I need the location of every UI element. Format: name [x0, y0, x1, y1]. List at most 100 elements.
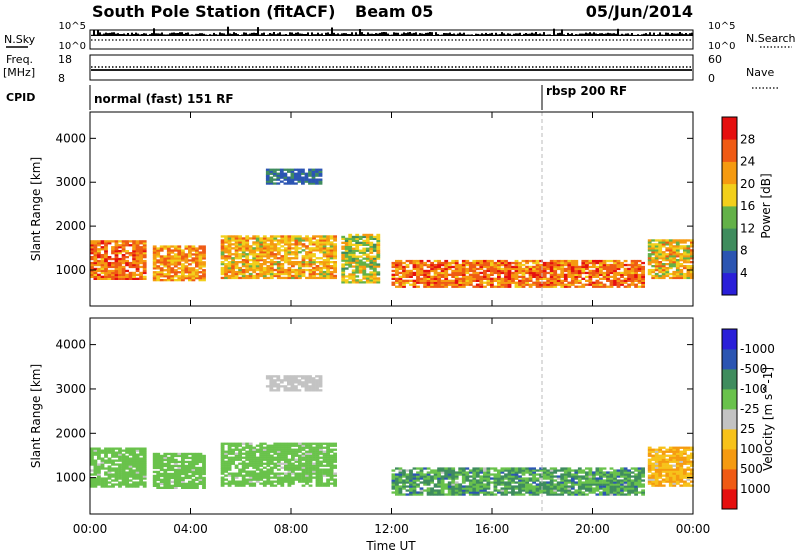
range-gate-cell	[507, 475, 512, 478]
range-gate-cell	[93, 271, 98, 275]
range-gate-cell	[391, 483, 396, 486]
range-gate-cell	[465, 281, 470, 284]
range-gate-cell	[202, 277, 206, 280]
range-gate-cell	[142, 261, 147, 265]
range-gate-cell	[348, 257, 353, 260]
range-gate-cell	[308, 263, 313, 266]
range-gate-cell	[658, 243, 663, 246]
nsky-bar	[509, 33, 511, 36]
range-gate-cell	[592, 275, 596, 278]
range-gate-cell	[181, 460, 185, 464]
range-gate-cell	[114, 256, 119, 259]
nsky-bar	[623, 34, 625, 36]
range-gate-cell	[100, 277, 105, 280]
range-gate-cell	[690, 261, 694, 264]
range-gate-cell	[276, 482, 281, 485]
range-gate-cell	[118, 457, 122, 460]
range-gate-cell	[308, 243, 313, 246]
range-gate-cell	[322, 442, 327, 445]
range-gate-cell	[107, 271, 112, 275]
range-gate-cell	[333, 458, 337, 461]
range-gate-cell	[556, 263, 561, 267]
range-gate-cell	[280, 444, 285, 447]
range-gate-cell	[430, 281, 434, 284]
range-gate-cell	[395, 483, 399, 486]
range-gate-cell	[395, 261, 399, 265]
range-gate-cell	[465, 279, 470, 282]
power-y-axis-label: Slant Range [km]	[29, 157, 43, 261]
range-gate-cell	[444, 265, 449, 269]
range-gate-cell	[433, 493, 438, 496]
nsky-bar	[93, 30, 95, 36]
range-gate-cell	[376, 263, 381, 266]
range-gate-cell	[290, 178, 295, 181]
range-gate-cell	[283, 377, 288, 380]
range-gate-cell	[266, 460, 271, 463]
range-gate-cell	[318, 172, 323, 175]
range-gate-cell	[125, 449, 129, 452]
range-gate-cell	[290, 182, 295, 185]
range-gate-cell	[658, 274, 663, 278]
range-gate-cell	[616, 285, 621, 288]
range-gate-cell	[166, 261, 171, 264]
range-gate-cell	[412, 487, 417, 490]
range-gate-cell	[301, 474, 306, 477]
range-gate-cell	[177, 249, 182, 252]
range-gate-cell	[454, 281, 459, 284]
range-gate-cell	[426, 263, 431, 267]
range-gate-cell	[97, 465, 101, 468]
range-gate-cell	[616, 489, 621, 492]
range-gate-cell	[319, 266, 323, 270]
range-gate-cell	[272, 375, 277, 378]
range-gate-cell	[90, 463, 94, 466]
range-gate-cell	[231, 480, 235, 483]
range-gate-cell	[483, 271, 487, 275]
range-gate-cell	[490, 277, 494, 280]
range-gate-cell	[592, 269, 596, 273]
range-gate-cell	[114, 261, 119, 265]
range-gate-cell	[623, 475, 628, 478]
range-gate-cell	[454, 271, 459, 275]
range-gate-cell	[595, 493, 600, 496]
range-gate-cell	[252, 270, 257, 274]
range-gate-cell	[574, 475, 579, 478]
range-gate-cell	[248, 470, 253, 473]
range-gate-cell	[132, 242, 136, 245]
range-gate-cell	[581, 485, 586, 488]
range-gate-cell	[269, 462, 274, 465]
range-gate-cell	[665, 466, 670, 469]
range-gate-cell	[574, 483, 579, 486]
range-gate-cell	[461, 493, 466, 496]
range-gate-cell	[461, 467, 466, 470]
range-gate-cell	[308, 178, 312, 181]
range-gate-cell	[90, 477, 94, 480]
range-gate-cell	[104, 471, 108, 474]
nsky-bar	[319, 34, 321, 36]
range-gate-cell	[402, 273, 406, 276]
range-gate-cell	[675, 259, 680, 262]
range-gate-cell	[679, 241, 684, 244]
range-gate-cell	[433, 477, 438, 480]
range-gate-cell	[198, 247, 203, 250]
range-gate-cell	[560, 475, 565, 478]
y-tick-label: 4000	[55, 131, 86, 145]
range-gate-cell	[553, 263, 558, 267]
range-gate-cell	[542, 285, 547, 288]
range-gate-cell	[574, 477, 579, 480]
range-gate-cell	[90, 271, 94, 275]
range-gate-cell	[159, 279, 164, 282]
range-gate-cell	[220, 468, 225, 471]
nsky-bar	[251, 32, 253, 36]
range-gate-cell	[322, 272, 327, 276]
range-gate-cell	[111, 451, 115, 454]
range-gate-cell	[602, 265, 607, 269]
range-gate-cell	[362, 239, 367, 242]
range-gate-cell	[191, 452, 196, 456]
range-gate-cell	[319, 470, 323, 473]
range-gate-cell	[553, 283, 558, 286]
range-gate-cell	[665, 472, 670, 475]
range-gate-cell	[195, 468, 199, 472]
range-gate-cell	[412, 481, 417, 484]
range-gate-cell	[542, 261, 547, 265]
range-gate-cell	[606, 483, 610, 486]
